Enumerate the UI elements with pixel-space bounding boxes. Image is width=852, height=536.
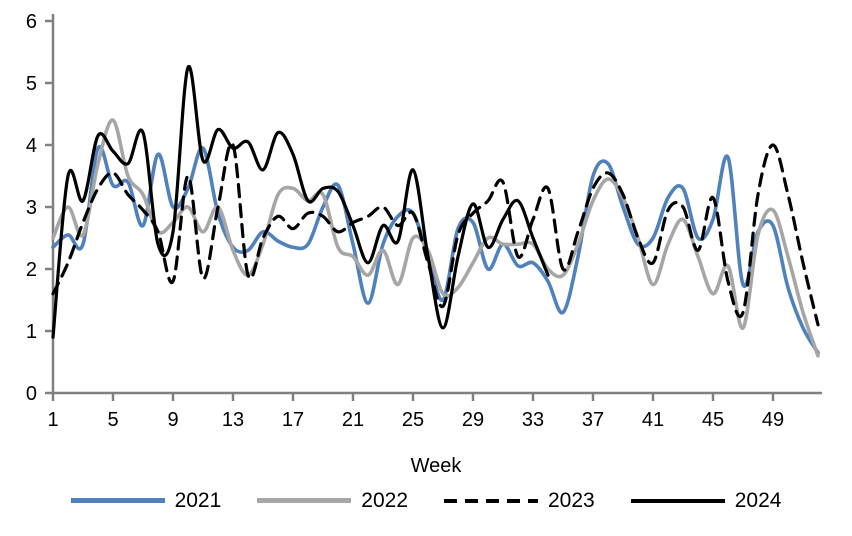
legend: 2021 2022 2023 2024 bbox=[0, 490, 852, 511]
legend-item-2021: 2021 bbox=[70, 489, 222, 512]
legend-label-2024: 2024 bbox=[734, 489, 782, 512]
svg-text:9: 9 bbox=[167, 409, 178, 431]
svg-text:21: 21 bbox=[342, 409, 364, 431]
svg-text:45: 45 bbox=[702, 409, 724, 431]
svg-text:5: 5 bbox=[107, 409, 118, 431]
svg-text:25: 25 bbox=[402, 409, 424, 431]
svg-text:1: 1 bbox=[26, 321, 37, 343]
svg-text:4: 4 bbox=[26, 135, 37, 157]
svg-text:33: 33 bbox=[522, 409, 544, 431]
y-axis-tick-labels: 0 1 2 3 4 5 6 bbox=[26, 11, 37, 405]
data-series-lines bbox=[51, 65, 820, 358]
legend-line-sample-2022 bbox=[257, 498, 352, 503]
svg-text:0: 0 bbox=[26, 383, 37, 405]
svg-text:5: 5 bbox=[26, 73, 37, 95]
legend-item-2024: 2024 bbox=[630, 489, 782, 512]
series-line-2021 bbox=[51, 144, 820, 355]
x-axis-title: Week bbox=[411, 455, 463, 477]
svg-text:17: 17 bbox=[282, 409, 304, 431]
svg-text:1: 1 bbox=[47, 409, 58, 431]
legend-label-2023: 2023 bbox=[548, 489, 595, 512]
svg-text:3: 3 bbox=[26, 197, 37, 219]
svg-text:41: 41 bbox=[642, 409, 664, 431]
axes bbox=[45, 14, 822, 401]
series-line-2024 bbox=[51, 65, 550, 339]
svg-text:49: 49 bbox=[762, 409, 784, 431]
legend-line-sample-2023 bbox=[444, 498, 538, 503]
legend-line-sample-2024 bbox=[630, 498, 725, 503]
legend-item-2023: 2023 bbox=[444, 490, 595, 511]
svg-text:29: 29 bbox=[462, 409, 484, 431]
legend-item-2022: 2022 bbox=[257, 490, 408, 511]
svg-text:6: 6 bbox=[26, 11, 37, 33]
legend-label-2021: 2021 bbox=[174, 489, 222, 512]
svg-text:2: 2 bbox=[26, 259, 37, 281]
x-axis-tick-labels: 1 5 9 13 17 21 25 29 33 37 41 45 49 bbox=[47, 409, 784, 431]
svg-text:37: 37 bbox=[582, 409, 604, 431]
legend-line-sample-2021 bbox=[70, 498, 165, 503]
svg-text:13: 13 bbox=[222, 409, 244, 431]
legend-label-2022: 2022 bbox=[361, 489, 408, 512]
